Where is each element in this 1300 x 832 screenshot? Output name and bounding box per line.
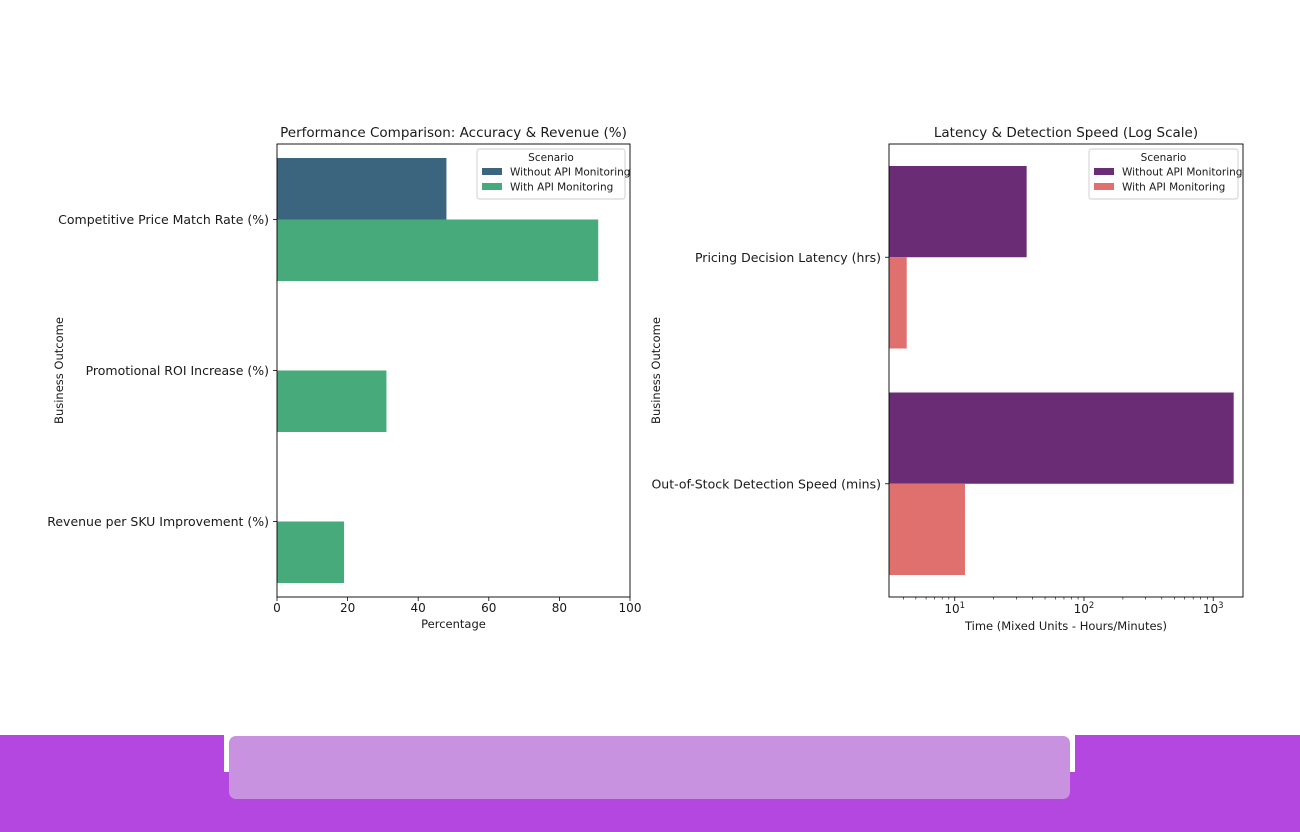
x-axis-label-0: Percentage — [421, 617, 486, 631]
bar-1-0-0 — [889, 166, 1027, 258]
y-tick-label-0-0: Competitive Price Match Rate (%) — [58, 212, 269, 227]
x-axis-label-1: Time (Mixed Units - Hours/Minutes) — [964, 619, 1167, 633]
bar-0-0-1 — [277, 219, 599, 281]
x-tick-label-1-1: 102 — [1074, 601, 1095, 616]
bar-0-1-1 — [277, 370, 387, 432]
legend-swatch-0-0 — [482, 168, 502, 175]
legend-swatch-0-1 — [482, 183, 502, 190]
x-tick-label-0-4: 80 — [552, 601, 567, 615]
plot-frame-1 — [888, 143, 1244, 598]
chart-title-0: Performance Comparison: Accuracy & Reven… — [280, 125, 627, 141]
legend-swatch-1-1 — [1094, 183, 1114, 190]
bar-1-1-0 — [889, 392, 1234, 484]
legend-swatch-1-0 — [1094, 168, 1114, 175]
y-tick-label-0-2: Revenue per SKU Improvement (%) — [47, 514, 269, 529]
footer-input-panel[interactable] — [229, 736, 1070, 799]
legend-label-0-0: Without API Monitoring — [510, 167, 630, 179]
plot-frame-0 — [276, 143, 631, 598]
legend-label-1-1: With API Monitoring — [1122, 182, 1225, 194]
bar-0-2-1 — [277, 521, 345, 583]
chart-title-1: Latency & Detection Speed (Log Scale) — [934, 125, 1198, 141]
legend-title-1: Scenario — [1141, 152, 1187, 164]
y-tick-label-0-1: Promotional ROI Increase (%) — [86, 363, 269, 378]
legend-title-0: Scenario — [528, 152, 574, 164]
legend-box-1 — [1088, 148, 1239, 200]
y-axis-label-0: Business Outcome — [52, 317, 66, 424]
legend-box-0 — [476, 148, 626, 200]
x-tick-label-0-1: 20 — [340, 601, 355, 615]
x-tick-label-0-2: 40 — [411, 601, 426, 615]
bar-1-0-1 — [889, 257, 907, 349]
x-tick-label-0-3: 60 — [481, 601, 496, 615]
x-tick-label-0-5: 100 — [619, 601, 642, 615]
x-tick-label-0-0: 0 — [273, 601, 281, 615]
legend-label-1-0: Without API Monitoring — [1122, 167, 1242, 179]
legend-label-0-1: With API Monitoring — [510, 182, 613, 194]
y-tick-label-1-1: Out-of-Stock Detection Speed (mins) — [651, 476, 881, 491]
bar-0-0-0 — [277, 158, 447, 220]
bar-1-1-1 — [889, 483, 965, 575]
y-tick-label-1-0: Pricing Decision Latency (hrs) — [695, 250, 881, 265]
y-axis-label-1: Business Outcome — [649, 317, 663, 424]
x-tick-label-1-2: 103 — [1203, 601, 1224, 616]
x-tick-label-1-0: 101 — [944, 601, 965, 616]
